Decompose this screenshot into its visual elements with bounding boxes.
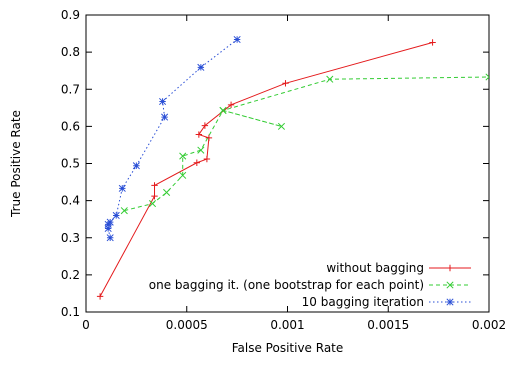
data-point-marker — [179, 152, 187, 160]
axes-layer: 0 0.0005 0.001 0.0015 0.002 0.1 0.2 0.3 0.4 0.5 0.… — [61, 8, 506, 332]
plot-frame — [85, 14, 490, 313]
x-tick-label: 0.001 — [270, 318, 304, 332]
series-line — [124, 76, 489, 212]
data-point-marker — [118, 184, 126, 192]
y-tick-label: 0.2 — [61, 268, 80, 282]
x-tick-label: 0 — [82, 318, 90, 332]
y-tick-label: 0.5 — [61, 157, 80, 171]
data-point-marker — [132, 162, 140, 170]
data-point-marker — [106, 218, 114, 226]
legend-swatch-marker — [446, 264, 454, 272]
y-tick-label: 0.9 — [61, 8, 80, 22]
data-point-marker — [277, 122, 286, 130]
series-2 — [120, 73, 489, 215]
data-point-marker — [106, 234, 114, 242]
data-point-marker — [227, 101, 235, 109]
legend-label: 10 bagging iteration — [302, 295, 424, 309]
data-point-marker — [148, 200, 157, 208]
data-point-marker — [233, 35, 241, 44]
data-point-marker — [197, 63, 205, 71]
data-point-marker — [203, 155, 211, 163]
x-axis-label: False Positive Rate — [232, 341, 344, 355]
data-point-marker — [195, 131, 203, 138]
data-point-marker — [151, 192, 158, 200]
y-axis-label: True Positive Rate — [9, 110, 23, 218]
data-point-marker — [193, 159, 201, 166]
y-tick-label: 0.6 — [61, 119, 80, 133]
y-tick-label: 0.4 — [61, 194, 80, 208]
x-tick-label: 0.002 — [472, 318, 506, 332]
x-tick-label: 0.0015 — [367, 318, 409, 332]
data-point-marker — [163, 188, 171, 197]
data-point-marker — [151, 182, 158, 189]
data-point-marker — [159, 97, 167, 106]
data-point-marker — [485, 73, 489, 81]
legend-label: without bagging — [326, 261, 424, 275]
legend-label: one bagging it. (one bootstrap for each … — [149, 278, 424, 292]
series-layer — [96, 35, 489, 300]
data-point-marker — [219, 106, 227, 114]
data-point-marker — [197, 146, 205, 154]
data-point-marker — [205, 134, 213, 142]
data-point-marker — [282, 80, 289, 87]
data-point-marker — [96, 293, 104, 300]
data-point-marker — [179, 171, 187, 179]
legend: without bagging one bagging it. (one boot… — [149, 261, 471, 309]
series-line — [99, 41, 433, 297]
y-tick-label: 0.3 — [61, 231, 80, 245]
legend-swatch-marker — [446, 281, 454, 289]
data-point-marker — [120, 207, 128, 215]
series-1 — [96, 39, 436, 300]
legend-swatch-marker — [446, 298, 454, 306]
data-point-marker — [112, 211, 120, 220]
x-tick-label: 0.0005 — [166, 318, 208, 332]
y-tick-label: 0.1 — [61, 305, 80, 319]
y-tick-label: 0.7 — [61, 82, 80, 96]
data-point-marker — [104, 224, 112, 233]
data-point-marker — [201, 122, 209, 129]
data-point-marker — [326, 75, 334, 83]
data-point-marker — [429, 39, 436, 46]
series-3 — [104, 35, 241, 242]
data-point-marker — [161, 113, 169, 121]
y-tick-label: 0.8 — [61, 45, 80, 59]
